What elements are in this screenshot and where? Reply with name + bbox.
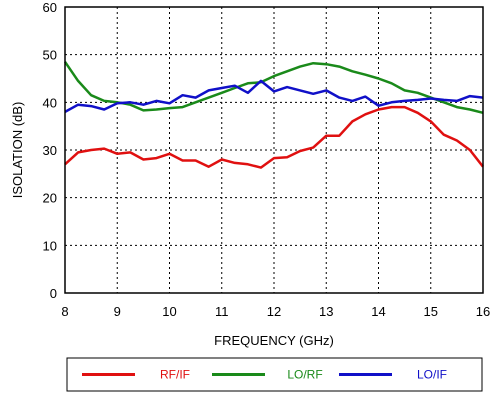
x-tick-label: 10 — [162, 304, 176, 319]
series-line-lo-rf — [63, 61, 484, 115]
y-tick-label: 60 — [43, 0, 57, 15]
x-tick-label: 8 — [61, 304, 68, 319]
x-tick-label: 12 — [267, 304, 281, 319]
y-tick-labels: 0 10 20 30 40 50 60 — [43, 0, 57, 301]
y-tick-label: 30 — [43, 143, 57, 158]
y-tick-label: 0 — [50, 286, 57, 301]
grid-lines — [65, 7, 483, 293]
x-tick-label: 15 — [424, 304, 438, 319]
x-tick-label: 11 — [215, 304, 229, 319]
series-line-lo-if — [64, 79, 484, 113]
x-tick-label: 13 — [319, 304, 333, 319]
y-tick-label: 10 — [43, 238, 57, 253]
y-axis-title: ISOLATION (dB) — [10, 102, 25, 199]
legend-label-rf-if: RF/IF — [160, 368, 190, 382]
x-tick-label: 14 — [371, 304, 385, 319]
legend: RF/IF LO/RF LO/IF — [66, 357, 483, 392]
y-tick-label: 20 — [43, 191, 57, 206]
legend-box — [66, 357, 483, 392]
x-axis-title: FREQUENCY (GHz) — [214, 333, 334, 348]
x-tick-label: 16 — [476, 304, 490, 319]
series-line-rf-if — [64, 105, 484, 169]
y-tick-label: 50 — [43, 48, 57, 63]
plot-frame — [64, 6, 484, 294]
legend-label-lo-if: LO/IF — [417, 368, 447, 382]
y-tick-label: 40 — [43, 95, 57, 110]
x-tick-label: 9 — [114, 304, 121, 319]
x-tick-labels: 8 9 10 11 12 13 14 15 16 — [61, 304, 490, 319]
series-group — [63, 61, 484, 169]
legend-label-lo-rf: LO/RF — [287, 368, 322, 382]
